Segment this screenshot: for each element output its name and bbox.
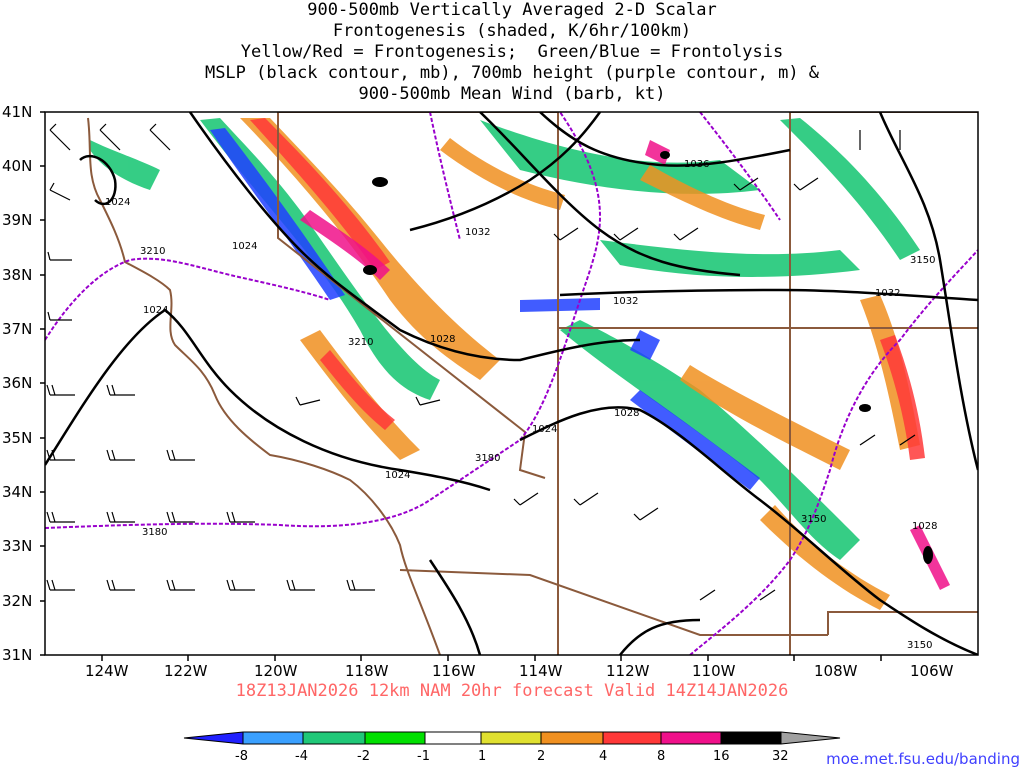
lat-label: 40N (2, 157, 32, 175)
mslp-contours (45, 112, 978, 655)
lat-label: 36N (2, 374, 32, 392)
colorbar-label: -1 (417, 749, 430, 764)
frontogenesis-extreme (363, 151, 933, 564)
lon-label: 106W (910, 662, 954, 680)
height-contour-labels: 3210 3210 3180 3180 3150 3150 3150 (140, 246, 935, 651)
title-line-4: MSLP (black contour, mb), 700mb height (… (204, 63, 820, 83)
lon-label: 120W (254, 662, 298, 680)
lon-label: 110W (692, 662, 736, 680)
credit-link[interactable]: moe.met.fsu.edu/banding (826, 750, 1020, 768)
height-label: 3210 (140, 246, 165, 257)
lat-label: 31N (2, 646, 32, 664)
colorbar-label: 8 (657, 749, 665, 764)
state-borders (277, 112, 978, 655)
height-label: 3180 (142, 527, 167, 538)
colorbar-right-arrow (781, 732, 840, 744)
colorbar-label: 4 (599, 749, 607, 764)
lon-label: 108W (814, 662, 858, 680)
height-label: 3210 (348, 337, 373, 348)
lon-label: 122W (164, 662, 208, 680)
lat-label: 37N (2, 320, 32, 338)
colorbar-swatch (481, 732, 541, 744)
mslp-contour-labels: 1024 1024 1024 1032 1036 1032 1032 1028 … (105, 159, 937, 532)
mslp-label: 1024 (143, 305, 168, 316)
coastline (87, 117, 441, 655)
latitude-axis: 41N 40N 39N 38N 37N 36N 35N 34N 33N 32N … (2, 103, 45, 664)
lat-label: 32N (2, 592, 32, 610)
colorbar-swatch (603, 732, 661, 744)
height-contours (45, 112, 978, 655)
colorbar-label: 16 (713, 749, 730, 764)
colorbar-label: 32 (772, 749, 789, 764)
title-line-2: Frontogenesis (shaded, K/6hr/100km) (332, 21, 692, 41)
colorbar-label: -2 (357, 749, 370, 764)
colorbar-label: -4 (295, 749, 308, 764)
mslp-label: 1024 (232, 241, 257, 252)
height-label: 3150 (801, 514, 826, 525)
lat-label: 38N (2, 266, 32, 284)
lon-label: 114W (519, 662, 563, 680)
mslp-label: 1032 (613, 296, 638, 307)
colorbar-swatch (365, 732, 425, 744)
height-label: 3150 (907, 640, 932, 651)
mslp-label: 1032 (875, 288, 900, 299)
title-line-5: 900-500mb Mean Wind (barb, kt) (358, 84, 666, 104)
lon-label: 118W (345, 662, 389, 680)
frontogenesis-strong (250, 118, 925, 460)
colorbar-swatch (541, 732, 603, 744)
lat-label: 35N (2, 429, 32, 447)
lat-label: 39N (2, 211, 32, 229)
mslp-label: 1028 (912, 521, 937, 532)
longitude-axis: 124W 122W 120W 118W 116W 114W 112W 110W … (85, 655, 954, 680)
frontogenesis-field (45, 112, 978, 655)
colorbar: -8 -4 -2 -1 1 2 4 8 16 32 (183, 731, 841, 764)
colorbar-swatch (425, 732, 481, 744)
lon-label: 116W (432, 662, 476, 680)
lon-label: 112W (606, 662, 650, 680)
lat-label: 33N (2, 537, 32, 555)
forecast-valid-line: 18Z13JAN2026 12km NAM 20hr forecast Vali… (235, 681, 789, 701)
colorbar-label: 2 (537, 749, 545, 764)
mslp-label: 1024 (385, 470, 410, 481)
lat-label: 34N (2, 483, 32, 501)
colorbar-left-arrow (184, 732, 243, 744)
colorbar-label: 1 (478, 749, 486, 764)
lon-label: 124W (85, 662, 129, 680)
mslp-label: 1024 (105, 197, 130, 208)
lat-label: 41N (2, 103, 32, 121)
colorbar-swatch (661, 732, 721, 744)
mslp-label: 1028 (430, 334, 455, 345)
colorbar-swatch (243, 732, 303, 744)
colorbar-label: -8 (235, 749, 248, 764)
wind-barbs (46, 123, 916, 601)
mslp-label: 1036 (684, 159, 709, 170)
mslp-label: 1024 (532, 424, 557, 435)
height-label: 3180 (475, 453, 500, 464)
mslp-label: 1028 (614, 408, 639, 419)
height-label: 3150 (910, 255, 935, 266)
colorbar-swatch (721, 732, 781, 744)
mslp-label: 1032 (465, 227, 490, 238)
colorbar-swatch (303, 732, 365, 744)
title-block: 900-500mb Vertically Averaged 2-D Scalar… (0, 0, 1024, 105)
title-line-3: Yellow/Red = Frontogenesis; Green/Blue =… (240, 42, 784, 62)
title-line-1: 900-500mb Vertically Averaged 2-D Scalar (307, 0, 717, 20)
